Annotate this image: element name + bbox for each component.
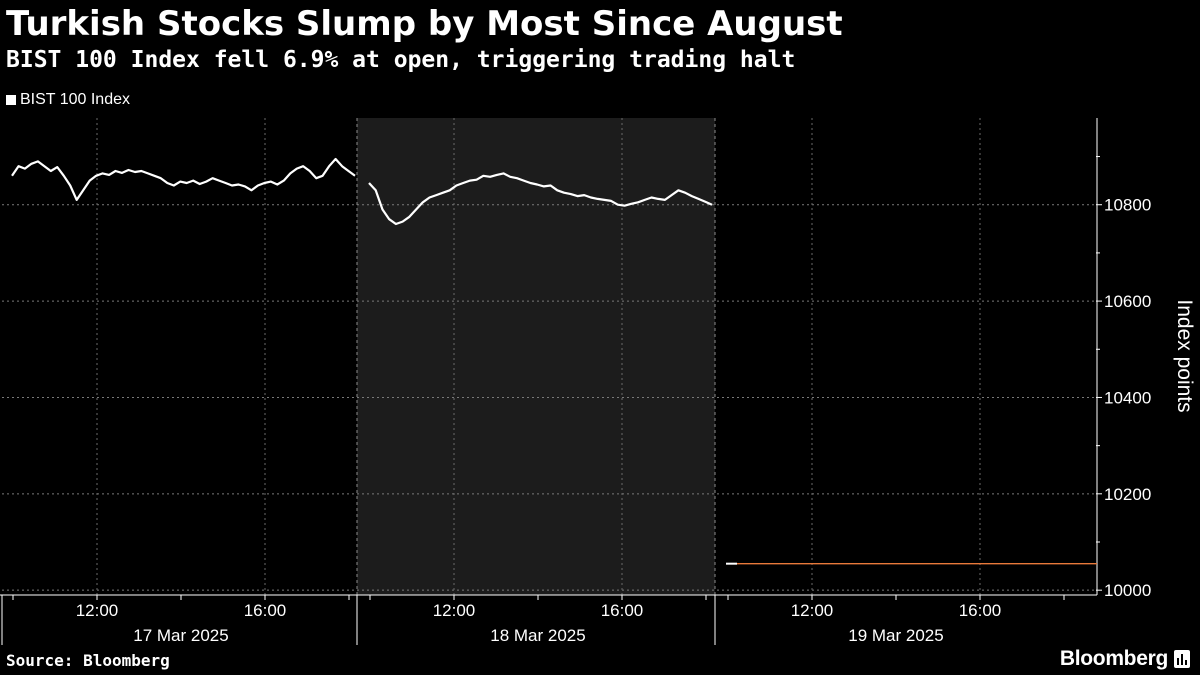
x-tick-label: 12:00 — [76, 601, 119, 620]
axes — [0, 118, 1102, 645]
brand-name: Bloomberg — [1059, 647, 1168, 670]
axis-labels: 10000 10200 10400 10600 10800 12:00 16:00 12:00… — [76, 196, 1196, 645]
x-tick-label: 12:00 — [433, 601, 476, 620]
x-day-label: 17 Mar 2025 — [133, 626, 228, 645]
y-tick-label: 10400 — [1104, 388, 1151, 407]
grid-lines — [2, 118, 1095, 595]
legend: BIST 100 Index — [6, 90, 130, 110]
x-day-label: 19 Mar 2025 — [848, 626, 943, 645]
x-tick-label: 16:00 — [244, 601, 287, 620]
x-day-label: 18 Mar 2025 — [490, 626, 585, 645]
series-line-day-1 — [11, 157, 356, 201]
series-lines — [11, 157, 1097, 565]
source-note: Source: Bloomberg — [6, 651, 170, 670]
y-tick-label: 10200 — [1104, 485, 1151, 504]
series-line-day-2 — [368, 172, 713, 226]
chart-title: Turkish Stocks Slump by Most Since Augus… — [6, 4, 843, 44]
brand-logo: Bloomberg — [1060, 646, 1190, 672]
x-tick-label: 16:00 — [959, 601, 1002, 620]
highlighted-day-band — [357, 118, 715, 595]
x-tick-label: 16:00 — [601, 601, 644, 620]
legend-swatch — [6, 95, 16, 105]
y-tick-label: 10000 — [1104, 581, 1151, 600]
y-tick-label: 10600 — [1104, 292, 1151, 311]
x-tick-label: 12:00 — [791, 601, 834, 620]
legend-label: BIST 100 Index — [20, 91, 130, 108]
chart-bars-icon — [1174, 650, 1190, 668]
y-tick-label: 10800 — [1104, 196, 1151, 215]
y-axis-title: Index points — [1173, 299, 1196, 412]
chart-subtitle: BIST 100 Index fell 6.9% at open, trigge… — [6, 47, 796, 73]
